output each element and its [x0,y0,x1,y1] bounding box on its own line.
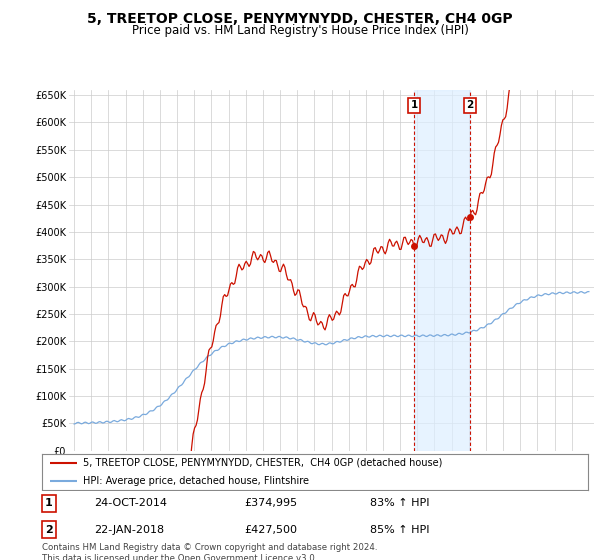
Text: HPI: Average price, detached house, Flintshire: HPI: Average price, detached house, Flin… [83,476,309,486]
Text: 85% ↑ HPI: 85% ↑ HPI [370,525,429,535]
Text: 22-JAN-2018: 22-JAN-2018 [94,525,164,535]
Text: Price paid vs. HM Land Registry's House Price Index (HPI): Price paid vs. HM Land Registry's House … [131,24,469,36]
Text: 83% ↑ HPI: 83% ↑ HPI [370,498,429,508]
Text: 5, TREETOP CLOSE, PENYMYNYDD, CHESTER,  CH4 0GP (detached house): 5, TREETOP CLOSE, PENYMYNYDD, CHESTER, C… [83,458,442,468]
Text: 1: 1 [44,498,52,508]
Text: Contains HM Land Registry data © Crown copyright and database right 2024.
This d: Contains HM Land Registry data © Crown c… [42,543,377,560]
Text: 2: 2 [44,525,52,535]
Text: 1: 1 [410,100,418,110]
Text: 2: 2 [466,100,473,110]
Bar [414,90,470,451]
Text: 5, TREETOP CLOSE, PENYMYNYDD, CHESTER, CH4 0GP: 5, TREETOP CLOSE, PENYMYNYDD, CHESTER, C… [87,12,513,26]
Text: 24-OCT-2014: 24-OCT-2014 [94,498,167,508]
Text: £427,500: £427,500 [244,525,297,535]
Text: £374,995: £374,995 [244,498,297,508]
